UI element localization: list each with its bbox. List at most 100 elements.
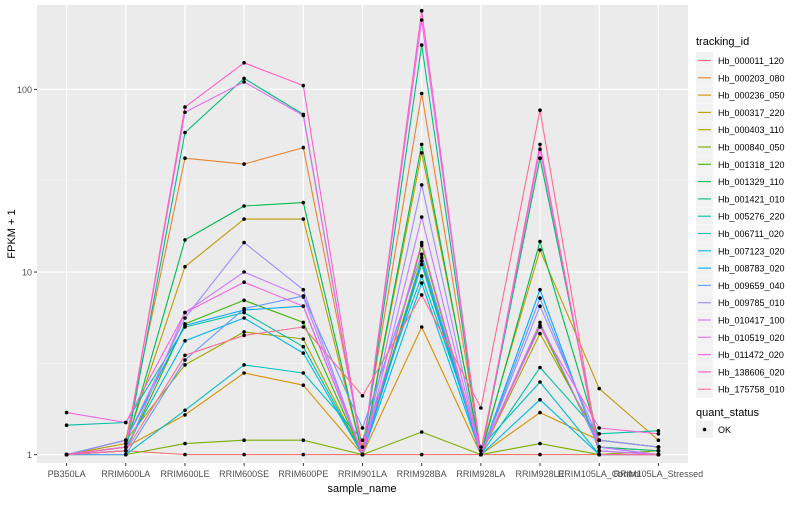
- major-gridlines: [37, 5, 688, 463]
- data-point: [538, 142, 542, 147]
- legend-label: Hb_000011_120: [718, 56, 784, 66]
- data-point: [242, 333, 246, 338]
- data-point: [656, 449, 661, 453]
- legend-title-quant-status: quant_status: [696, 407, 759, 419]
- data-point: [597, 445, 601, 449]
- legend-label: Hb_000403_110: [718, 125, 784, 135]
- legend-item: Hb_006711_020: [696, 225, 784, 242]
- legend-key-point: [702, 427, 707, 432]
- data-point: [301, 217, 306, 221]
- legend-item: Hb_008783_020: [696, 259, 785, 277]
- data-point: [419, 274, 424, 278]
- data-point: [301, 200, 306, 205]
- x-tick-label: PB350LA: [48, 469, 86, 479]
- legend-label: Hb_010417_100: [718, 316, 785, 326]
- y-tick-label: 1: [27, 450, 32, 460]
- data-point: [301, 83, 306, 88]
- legend-item: OK: [696, 421, 731, 438]
- legend-label: Hb_010519_020: [718, 333, 785, 343]
- data-point: [124, 445, 128, 449]
- data-point: [301, 320, 306, 325]
- data-point: [183, 413, 187, 417]
- data-point: [538, 304, 542, 309]
- legend-item: Hb_001318_120: [696, 155, 785, 173]
- data-point: [183, 408, 187, 413]
- data-point: [242, 452, 246, 457]
- data-point: [597, 426, 601, 430]
- y-axis-title: FPKM + 1: [6, 209, 18, 258]
- data-point: [597, 386, 601, 391]
- data-point: [301, 113, 306, 118]
- data-point: [183, 130, 187, 135]
- legend-item: Hb_000840_050: [696, 138, 785, 156]
- data-point: [419, 452, 424, 457]
- legend-item: Hb_001421_010: [696, 190, 785, 208]
- data-point: [301, 304, 306, 309]
- data-point: [419, 325, 424, 329]
- legend-label: Hb_000317_220: [718, 108, 785, 118]
- data-point: [183, 363, 187, 367]
- data-point: [538, 410, 542, 415]
- data-point: [538, 331, 542, 336]
- data-point: [419, 281, 424, 285]
- data-point: [538, 108, 542, 112]
- data-point: [242, 316, 246, 320]
- data-point: [301, 337, 306, 341]
- data-point: [360, 445, 365, 449]
- legend-item: Hb_175758_010: [696, 380, 785, 398]
- legend-label: Hb_001421_010: [718, 194, 785, 204]
- data-point: [183, 323, 187, 328]
- data-point: [538, 452, 542, 457]
- data-point: [419, 240, 424, 245]
- legend-label: Hb_000236_050: [718, 91, 785, 101]
- data-point: [656, 445, 661, 449]
- data-point: [597, 449, 601, 453]
- data-point: [597, 438, 601, 443]
- data-point: [64, 452, 69, 457]
- data-point: [419, 151, 424, 155]
- data-point: [242, 204, 246, 208]
- data-point: [419, 430, 424, 434]
- data-point: [419, 183, 424, 187]
- data-point: [124, 441, 128, 446]
- legend-item: Hb_001329_110: [696, 173, 784, 191]
- data-point: [183, 264, 187, 269]
- data-point: [301, 452, 306, 457]
- legend-item: Hb_010519_020: [696, 328, 785, 346]
- data-point: [538, 397, 542, 402]
- data-point: [360, 438, 365, 443]
- data-point: [64, 410, 69, 415]
- legend-item: Hb_000236_050: [696, 86, 785, 104]
- x-tick-label: RRIM600LE: [160, 469, 209, 479]
- data-point: [124, 420, 128, 425]
- data-point: [419, 262, 424, 267]
- data-point: [301, 287, 306, 292]
- legend-label: Hb_007123_020: [718, 246, 785, 256]
- x-tick-label: RRIM928LA: [456, 469, 505, 479]
- data-point: [183, 310, 187, 315]
- data-point: [479, 445, 483, 449]
- legend-title-tracking-id: tracking_id: [696, 36, 749, 48]
- legend-item: Hb_007123_020: [696, 242, 785, 260]
- data-point: [301, 371, 306, 375]
- data-point: [183, 105, 187, 109]
- data-point: [597, 452, 601, 457]
- legend-label: Hb_008783_020: [718, 264, 785, 274]
- data-point: [301, 145, 306, 150]
- legend-item: Hb_000011_120: [696, 52, 784, 69]
- legend: tracking_id Hb_000011_120Hb_000203_080Hb…: [696, 36, 785, 438]
- y-axis: 1 10 100: [17, 85, 37, 460]
- data-point: [242, 438, 246, 443]
- data-point: [419, 18, 424, 22]
- legend-label: OK: [718, 425, 731, 435]
- data-point: [124, 452, 128, 457]
- data-point: [183, 353, 187, 358]
- data-point: [656, 432, 661, 436]
- data-point: [242, 76, 246, 81]
- legend-item: Hb_000317_220: [696, 103, 785, 121]
- legend-item: Hb_010417_100: [696, 311, 785, 329]
- legend-label: Hb_001318_120: [718, 160, 785, 170]
- data-point: [301, 438, 306, 443]
- data-point: [538, 296, 542, 300]
- data-point: [64, 423, 69, 428]
